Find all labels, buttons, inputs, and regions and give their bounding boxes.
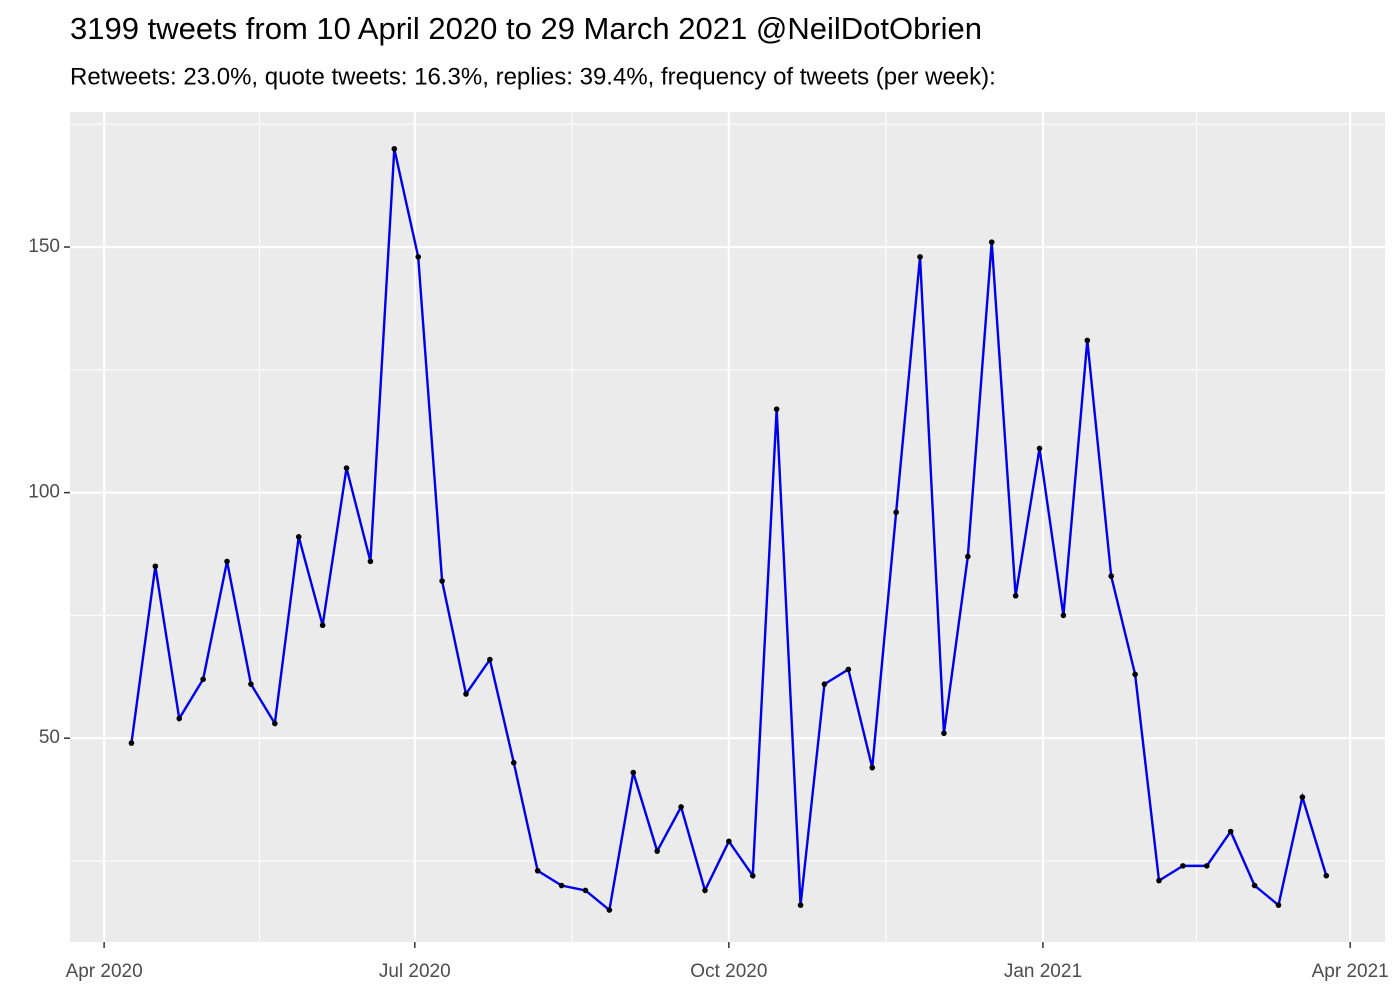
- point: [224, 558, 230, 565]
- point: [702, 887, 708, 894]
- y-tick-label: 150: [28, 236, 60, 257]
- chart-subtitle: Retweets: 23.0%, quote tweets: 16.3%, re…: [70, 63, 996, 90]
- point: [1060, 612, 1067, 619]
- point: [917, 254, 923, 260]
- y-tick-label: 50: [39, 727, 60, 748]
- point: [630, 769, 637, 776]
- point: [295, 534, 302, 540]
- point: [1012, 592, 1019, 599]
- point: [510, 759, 517, 766]
- point: [1251, 882, 1258, 889]
- point: [606, 907, 613, 913]
- point: [248, 681, 254, 687]
- point: [1180, 863, 1186, 869]
- point: [343, 465, 350, 471]
- x-tick-label: Apr 2020: [66, 961, 143, 982]
- x-tick-label: Jul 2020: [379, 961, 451, 982]
- point: [678, 804, 684, 810]
- point: [319, 622, 326, 629]
- point: [367, 558, 374, 565]
- point: [152, 563, 159, 570]
- point: [415, 254, 422, 260]
- point: [893, 509, 899, 516]
- point: [845, 666, 852, 673]
- point: [391, 146, 398, 152]
- point: [272, 720, 278, 727]
- point: [965, 553, 971, 560]
- point: [176, 715, 183, 722]
- point: [558, 882, 565, 889]
- point: [1108, 573, 1115, 579]
- point: [1323, 872, 1330, 879]
- x-tick-label: Jan 2021: [1004, 961, 1082, 982]
- point: [582, 887, 589, 894]
- chart-title: 3199 tweets from 10 April 2020 to 29 Mar…: [70, 11, 982, 46]
- point: [821, 681, 828, 687]
- x-tick-label: Oct 2020: [690, 961, 767, 982]
- point: [749, 872, 756, 879]
- point: [1156, 877, 1162, 884]
- point: [726, 838, 732, 845]
- y-tick-label: 100: [28, 482, 60, 503]
- plot-panel: [70, 112, 1385, 942]
- x-tick-label: Apr 2021: [1312, 961, 1389, 982]
- point: [797, 902, 804, 908]
- point: [128, 740, 135, 746]
- point: [1275, 902, 1282, 908]
- point: [869, 764, 876, 771]
- point: [773, 406, 780, 412]
- point: [487, 656, 493, 663]
- point: [439, 578, 445, 584]
- point: [1203, 863, 1210, 869]
- point: [200, 676, 206, 683]
- point: [1036, 445, 1043, 452]
- point: [941, 730, 947, 737]
- point: [654, 848, 660, 854]
- point: [1227, 828, 1234, 835]
- point: [1084, 337, 1091, 344]
- point: [1132, 671, 1138, 678]
- point: [988, 239, 995, 245]
- point: [534, 867, 541, 874]
- point: [1299, 794, 1306, 800]
- point: [463, 691, 469, 697]
